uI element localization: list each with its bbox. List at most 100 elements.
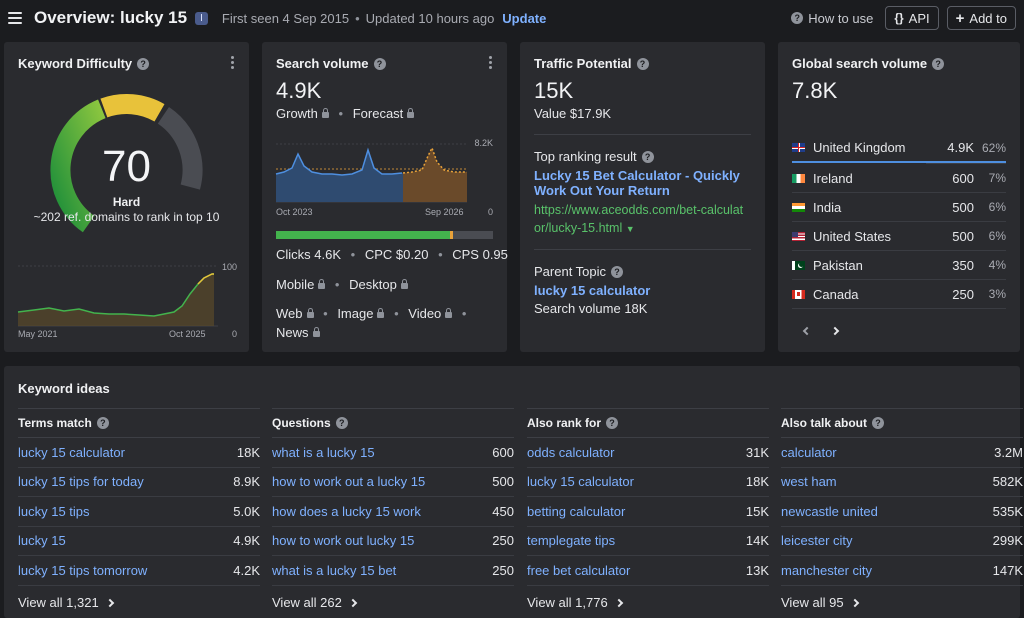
separator-dot: • — [355, 10, 360, 26]
update-link[interactable]: Update — [502, 10, 547, 26]
keyword-link[interactable]: odds calculator — [527, 444, 615, 460]
how-to-use-link[interactable]: ? How to use — [791, 11, 873, 26]
add-to-label: Add to — [969, 10, 1007, 26]
keyword-link[interactable]: what is a lucky 15 — [272, 444, 375, 460]
keyword-link[interactable]: manchester city — [781, 562, 873, 578]
keyword-link[interactable]: what is a lucky 15 bet — [272, 562, 397, 578]
first-seen-text: First seen 4 Sep 2015 — [221, 10, 350, 26]
keyword-volume: 450 — [492, 503, 514, 519]
help-icon[interactable]: ? — [611, 265, 624, 278]
keyword-volume: 14K — [745, 533, 769, 549]
keyword-link[interactable]: lucky 15 calculator — [18, 444, 125, 460]
country-volume: 500 — [952, 228, 974, 244]
keyword-link[interactable]: calculator — [781, 444, 837, 460]
global-card: Global search volume ? 7.8K United Kingd… — [778, 42, 1020, 352]
video-label: Video — [408, 306, 442, 321]
caret-down-icon[interactable]: ▼ — [625, 224, 635, 234]
keyword-link[interactable]: lucky 15 tips tomorrow — [18, 562, 148, 578]
help-icon[interactable]: ? — [373, 57, 386, 70]
country-percent: 6% — [988, 229, 1006, 243]
kebab-icon[interactable] — [231, 56, 235, 69]
forecast-label: Forecast — [352, 106, 404, 121]
kd-history-chart — [17, 265, 218, 327]
traffic-value: 15K — [534, 78, 574, 103]
help-icon[interactable]: ? — [641, 150, 654, 163]
keyword-link[interactable]: betting calculator — [527, 503, 626, 519]
help-icon[interactable]: ? — [137, 57, 150, 70]
chevron-right-icon — [614, 598, 623, 607]
country-volume: 600 — [952, 170, 974, 186]
api-button[interactable]: {} API — [885, 6, 939, 30]
country-row-uk[interactable]: United Kingdom 4.9K 62% — [792, 134, 1006, 163]
kd-history-area — [18, 274, 214, 326]
country-percent: 62% — [981, 140, 1006, 155]
help-icon[interactable]: ? — [932, 57, 945, 70]
help-icon[interactable]: ? — [636, 57, 649, 70]
keyword-volume: 250 — [492, 562, 514, 578]
view-all-link[interactable]: View all 95 — [781, 586, 1023, 618]
keyword-link[interactable]: lucky 15 — [18, 533, 66, 549]
menu-icon[interactable] — [8, 12, 22, 24]
lock-icon — [306, 308, 314, 318]
list-item: newcastle united 535K — [781, 497, 1023, 527]
column-header: Terms match ? — [18, 408, 260, 438]
keyword-link[interactable]: free bet calculator — [527, 562, 631, 578]
also-rank-for-column: Also rank for ? odds calculator 31K lucky… — [527, 408, 769, 618]
column-header: Also rank for ? — [527, 408, 769, 438]
divider — [926, 163, 1006, 164]
separator-dot: • — [438, 247, 443, 262]
top-ranking-label: Top ranking result ? — [534, 149, 654, 164]
separator-dot: • — [323, 306, 328, 321]
country-row-us[interactable]: United States 500 6% — [792, 222, 1006, 251]
flag-icon-pk — [792, 260, 805, 270]
top-result-url-line2[interactable]: or/lucky-15.html ▼ — [534, 221, 635, 235]
kebab-icon[interactable] — [489, 56, 493, 69]
keyword-volume: 13K — [745, 562, 769, 578]
keyword-link[interactable]: lucky 15 tips — [18, 503, 90, 519]
help-icon[interactable]: ? — [335, 417, 348, 429]
top-result-url-line1[interactable]: https://www.aceodds.com/bet-calculat — [534, 203, 744, 217]
country-row-in[interactable]: India 500 6% — [792, 193, 1006, 222]
keyword-link[interactable]: lucky 15 tips for today — [18, 474, 144, 490]
country-row-pk[interactable]: Pakistan 350 4% — [792, 251, 1006, 280]
keyword-volume: 18K — [745, 474, 769, 490]
keyword-link[interactable]: leicester city — [781, 533, 853, 549]
list-item: what is a lucky 15 bet 250 — [272, 556, 514, 586]
country-percent: 6% — [988, 200, 1006, 214]
view-all-link[interactable]: View all 1,776 — [527, 586, 769, 618]
lock-icon — [312, 327, 320, 337]
keyword-link[interactable]: templegate tips — [527, 533, 616, 549]
separator-dot: • — [461, 306, 467, 321]
news-row: News — [276, 325, 320, 340]
chevron-right-icon[interactable] — [830, 326, 840, 336]
list-item: lucky 15 tips tomorrow 4.2K — [18, 556, 260, 586]
top-actions: ? How to use {} API + Add to — [791, 6, 1016, 30]
clicks-bar-organic — [276, 231, 450, 239]
keyword-link[interactable]: lucky 15 calculator — [527, 474, 634, 490]
keyword-volume: 4.9K — [233, 533, 260, 549]
chevron-left-icon[interactable] — [802, 326, 812, 336]
divider — [534, 249, 751, 250]
keyword-link[interactable]: how to work out a lucky 15 — [272, 474, 426, 490]
parent-topic-label: Parent Topic ? — [534, 264, 624, 279]
help-icon[interactable]: ? — [606, 417, 619, 429]
view-all-link[interactable]: View all 1,321 — [18, 586, 260, 618]
country-row-ie[interactable]: Ireland 600 7% — [792, 164, 1006, 193]
add-to-button[interactable]: + Add to — [946, 6, 1016, 30]
help-icon[interactable]: ? — [872, 417, 885, 429]
top-result-title-line2[interactable]: Work Out Your Return — [534, 183, 670, 198]
keyword-link[interactable]: how to work out lucky 15 — [272, 533, 415, 549]
country-percent: 4% — [988, 258, 1006, 272]
parent-topic-link[interactable]: lucky 15 calculator — [534, 283, 651, 298]
global-value: 7.8K — [792, 78, 838, 103]
help-icon[interactable]: ? — [96, 417, 109, 429]
country-row-ca[interactable]: Canada 250 3% — [792, 280, 1006, 309]
list-item: free bet calculator 13K — [527, 556, 769, 586]
keyword-link[interactable]: west ham — [781, 474, 837, 490]
top-result-title-line1[interactable]: Lucky 15 Bet Calculator - Quickly — [534, 168, 740, 183]
keyword-link[interactable]: how does a lucky 15 work — [272, 503, 421, 519]
country-name: United States — [813, 228, 892, 244]
view-all-link[interactable]: View all 262 — [272, 586, 514, 618]
keyword-link[interactable]: newcastle united — [781, 503, 878, 519]
separator-dot: • — [334, 277, 340, 292]
